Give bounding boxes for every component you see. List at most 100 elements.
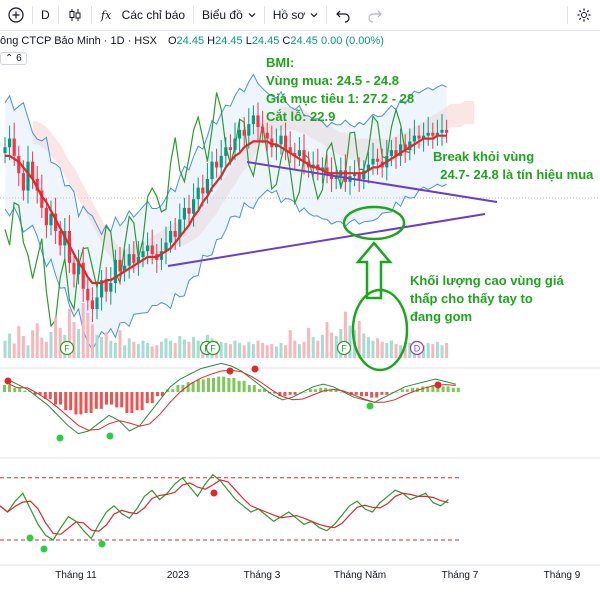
candle-body: [417, 135, 421, 139]
candle-body: [146, 245, 150, 252]
volume-bar: [389, 340, 393, 358]
profile-dropdown[interactable]: Hồ sơ: [265, 0, 327, 30]
indicator-collapse-button[interactable]: ⌃ 6: [0, 52, 27, 65]
volume-bar: [426, 342, 430, 358]
volume-bar: [307, 327, 311, 358]
macd-cross-dot: [366, 402, 374, 410]
macd-histogram-bar: [110, 392, 113, 405]
volume-bar: [233, 340, 237, 358]
volume-bar: [435, 341, 439, 358]
volume-bar: [104, 332, 108, 358]
candle-body: [284, 135, 288, 148]
redo-button[interactable]: [359, 0, 391, 30]
change-value: 0.00 (0.00%): [320, 35, 384, 47]
chart-type-dropdown[interactable]: Biểu đồ: [194, 0, 264, 30]
volume-bar: [251, 344, 255, 358]
macd-cross-dot: [106, 432, 114, 440]
macd-histogram-bar: [324, 387, 328, 392]
candle-body: [376, 158, 380, 162]
macd-histogram-bar: [456, 387, 460, 392]
volume-bar: [224, 342, 228, 358]
candle-body: [320, 167, 324, 171]
candle-body: [389, 150, 393, 156]
macd-cross-dot: [251, 365, 259, 373]
macd-histogram-bar: [156, 392, 159, 397]
upper-trendline: [246, 161, 498, 203]
candle-body: [182, 207, 186, 220]
accumulation-zone-ellipse: [342, 205, 406, 241]
candle-body: [357, 173, 361, 179]
volume-bar: [21, 336, 25, 358]
macd-cross-dot: [434, 381, 442, 389]
macd-histogram-bar: [94, 392, 98, 409]
macd-histogram-bar: [186, 382, 190, 392]
toolbar-divider: [193, 6, 195, 24]
svg-text:fx: fx: [100, 9, 112, 22]
macd-histogram-bar: [390, 392, 394, 393]
macd-histogram-bar: [451, 387, 455, 392]
candle-body: [49, 213, 53, 226]
volume-bar: [17, 326, 21, 358]
candle-body: [440, 129, 444, 133]
macd-histogram-bar: [247, 385, 251, 392]
macd-histogram-bar: [400, 389, 404, 392]
macd-histogram-bar: [446, 386, 450, 392]
macd-histogram-bar: [145, 392, 149, 404]
undo-button[interactable]: [327, 0, 359, 30]
candle-body: [215, 161, 219, 168]
volume-bar: [95, 334, 99, 358]
volume-bar: [113, 342, 117, 358]
candle-body: [233, 138, 237, 151]
candle-body: [17, 155, 21, 174]
candle-body: [242, 129, 246, 136]
volume-bar: [422, 345, 426, 358]
chevron-down-icon: [248, 13, 256, 18]
volume-bar: [123, 345, 127, 358]
candle-body: [265, 132, 269, 139]
volume-bar: [265, 345, 269, 358]
volume-bar: [173, 342, 177, 358]
volume-bar: [408, 342, 412, 358]
candle-body: [251, 115, 255, 125]
candle-body: [394, 150, 398, 156]
volume-bar: [118, 330, 122, 358]
macd-histogram-bar: [421, 386, 425, 392]
candle-body: [44, 207, 48, 226]
volume-bar: [320, 334, 324, 358]
indicator-count: 6: [16, 53, 22, 64]
volume-bar: [146, 342, 150, 358]
volume-bar: [311, 337, 315, 358]
profile-label: Hồ sơ: [272, 8, 306, 22]
symbol-legend: ông CTCP Bảo Minh · 1D · HSX O24.45 H24.…: [0, 35, 384, 47]
macd-histogram-bar: [232, 378, 236, 392]
open-value: 24.45: [176, 35, 205, 47]
candle-body: [205, 179, 209, 194]
indicators-button[interactable]: fx Các chỉ báo: [92, 0, 193, 30]
candles-button[interactable]: [59, 0, 91, 30]
macd-histogram-bar: [441, 386, 445, 392]
candle-body: [274, 144, 278, 148]
candle-body: [31, 161, 35, 179]
settings-button[interactable]: [568, 0, 600, 30]
volume-bar: [261, 342, 265, 358]
macd-histogram-bar: [237, 380, 241, 392]
rsi-cross-dot: [98, 540, 106, 548]
volume-bar: [141, 340, 145, 358]
candle-body: [325, 167, 329, 174]
macd-histogram-bar: [309, 389, 312, 392]
volume-bar: [31, 330, 35, 358]
macd-histogram-bar: [319, 387, 323, 392]
candle-body: [371, 158, 375, 165]
volume-bar: [403, 341, 407, 358]
candle-body: [431, 132, 435, 136]
interval-button[interactable]: D: [41, 8, 50, 22]
macd-histogram-bar: [288, 392, 292, 395]
x-axis-tick-label: Tháng 3: [244, 570, 281, 581]
macd-histogram-bar: [385, 392, 389, 395]
macd-histogram-bar: [84, 392, 88, 413]
add-symbol-button[interactable]: [0, 0, 32, 30]
event-marker-label: F: [210, 344, 216, 354]
macd-histogram-bar: [395, 392, 399, 393]
candle-body: [311, 164, 315, 168]
